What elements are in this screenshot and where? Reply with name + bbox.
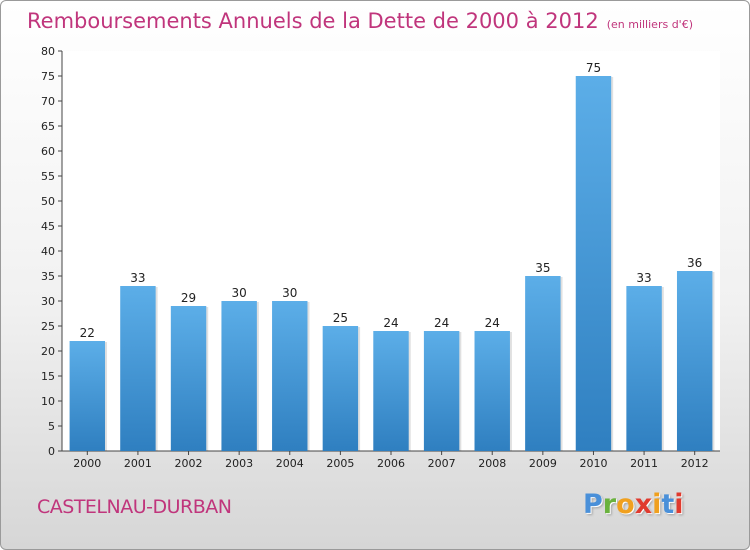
bar	[575, 76, 612, 451]
y-tick-label: 50	[41, 195, 55, 208]
logo-letter: P	[583, 489, 603, 520]
y-tick-label: 55	[41, 170, 55, 183]
x-tick-label: 2011	[630, 457, 658, 470]
bar-value-label: 24	[383, 316, 398, 330]
bar	[626, 286, 662, 451]
x-tick-label: 2009	[529, 457, 557, 470]
y-tick-label: 80	[41, 45, 55, 58]
bar	[322, 326, 359, 451]
x-tick-label: 2001	[124, 457, 152, 470]
y-tick-label: 20	[41, 345, 55, 358]
bar	[525, 276, 561, 451]
x-tick-label: 2002	[175, 457, 203, 470]
x-tick-label: 2004	[276, 457, 304, 470]
bar-value-label: 25	[333, 311, 348, 325]
logo-letter: t	[661, 489, 675, 520]
bar	[423, 331, 460, 451]
logo-letter: r	[602, 489, 617, 520]
y-tick-label: 45	[41, 220, 55, 233]
bar-value-label: 33	[636, 271, 651, 285]
bar	[373, 331, 409, 451]
logo-letter: i	[674, 489, 684, 520]
y-tick-label: 65	[41, 120, 55, 133]
x-tick-label: 2005	[326, 457, 354, 470]
bar	[474, 331, 510, 451]
x-tick-label: 2010	[579, 457, 607, 470]
bar-value-label: 33	[130, 271, 145, 285]
x-tick-label: 2003	[225, 457, 253, 470]
x-tick-label: 2012	[681, 457, 709, 470]
bar	[272, 301, 308, 451]
bar	[120, 286, 156, 451]
y-tick-label: 15	[41, 370, 55, 383]
bar-value-label: 22	[80, 326, 95, 340]
chart-title-text: Remboursements Annuels de la Dette de 20…	[27, 9, 599, 33]
bar	[221, 301, 257, 451]
y-tick-label: 75	[41, 70, 55, 83]
bar-value-label: 24	[434, 316, 449, 330]
bar-value-label: 24	[485, 316, 500, 330]
bar-value-label: 29	[181, 291, 196, 305]
y-tick-label: 40	[41, 245, 55, 258]
x-tick-label: 2006	[377, 457, 405, 470]
bar-value-label: 35	[535, 261, 550, 275]
bar-value-label: 75	[586, 61, 601, 75]
y-tick-label: 5	[48, 420, 55, 433]
logo-letter: i	[652, 489, 662, 520]
chart-title: Remboursements Annuels de la Dette de 20…	[27, 9, 693, 33]
y-tick-label: 25	[41, 320, 55, 333]
bar-value-label: 30	[282, 286, 297, 300]
bar	[170, 306, 207, 451]
x-tick-label: 2008	[478, 457, 506, 470]
y-tick-label: 60	[41, 145, 55, 158]
y-tick-label: 10	[41, 395, 55, 408]
bar	[676, 271, 713, 451]
proxiti-logo: Proxiti	[583, 489, 684, 520]
logo-letter: o	[616, 489, 635, 520]
y-tick-label: 30	[41, 295, 55, 308]
y-tick-label: 0	[48, 445, 55, 458]
town-name: CASTELNAU-DURBAN	[37, 496, 232, 518]
bar	[69, 341, 106, 451]
x-tick-label: 2007	[428, 457, 456, 470]
x-tick-label: 2000	[73, 457, 101, 470]
bar-value-label: 36	[687, 256, 702, 270]
y-tick-label: 70	[41, 95, 55, 108]
y-tick-label: 35	[41, 270, 55, 283]
logo-letter: x	[634, 489, 653, 520]
bar-value-label: 30	[232, 286, 247, 300]
chart-unit-label: (en milliers d'€)	[606, 18, 693, 31]
